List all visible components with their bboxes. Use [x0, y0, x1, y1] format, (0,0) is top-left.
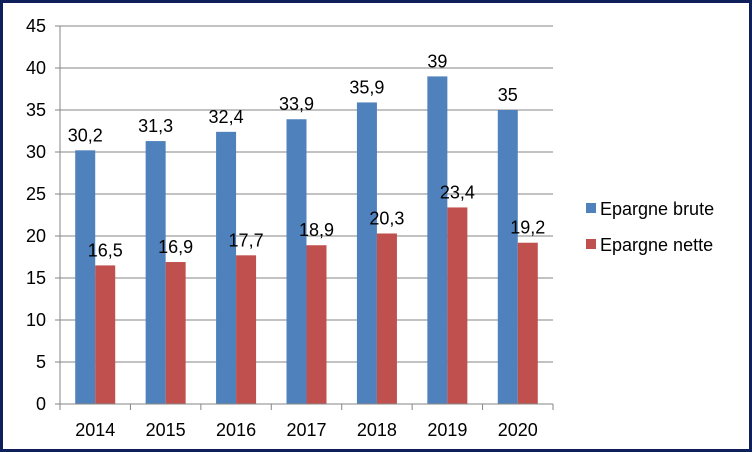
data-label: 33,9	[279, 94, 314, 114]
y-tick-label: 5	[36, 352, 46, 372]
data-label: 35	[498, 85, 518, 105]
bar-epargne-brute	[75, 150, 96, 404]
bar-epargne-nette	[165, 262, 186, 404]
x-tick-label: 2014	[75, 420, 115, 440]
data-label: 19,2	[510, 218, 545, 238]
legend-swatch	[586, 239, 596, 249]
y-tick-label: 25	[26, 184, 46, 204]
x-tick-label: 2017	[286, 420, 326, 440]
bar-epargne-nette	[376, 233, 397, 404]
x-axis: 2014 2015 2016 2017 2018 2019 2020	[59, 403, 554, 440]
bar-epargne-brute	[145, 141, 166, 404]
legend-label: Epargne nette	[600, 235, 713, 255]
data-label: 23,4	[440, 182, 475, 202]
data-label: 35,9	[349, 77, 384, 97]
bar-epargne-nette	[236, 255, 257, 404]
y-tick-label: 45	[26, 16, 46, 36]
y-tick-label: 40	[26, 58, 46, 78]
data-label: 20,3	[369, 208, 404, 228]
bar-epargne-nette	[517, 242, 538, 404]
data-label: 31,3	[138, 116, 173, 136]
bar-epargne-brute	[286, 119, 307, 405]
y-tick-label: 0	[36, 394, 46, 414]
y-tick-label: 10	[26, 310, 46, 330]
y-axis-ticks: 0 5 10 15 20 25 30 35 40 45	[26, 16, 46, 414]
bar-epargne-brute	[497, 110, 518, 404]
data-label: 39	[427, 51, 447, 71]
legend-label: Epargne brute	[600, 199, 714, 219]
data-labels: 30,2 16,5 31,3 16,9 32,4 17,7 33,9 18,9 35,9 20,3…	[68, 51, 546, 260]
bar-epargne-brute	[356, 102, 377, 404]
legend-swatch	[586, 203, 596, 213]
y-tick-label: 15	[26, 268, 46, 288]
data-label: 16,9	[158, 237, 193, 257]
bar-chart: 0 5 10 15 20 25 30 35 40 45 30,2 16,5 31,3 16,9 32,4 1…	[26, 16, 714, 440]
y-tick-label: 30	[26, 142, 46, 162]
y-tick-label: 35	[26, 100, 46, 120]
bar-epargne-nette	[447, 207, 468, 404]
data-label: 30,2	[68, 125, 103, 145]
x-tick-label: 2015	[146, 420, 186, 440]
x-tick-label: 2020	[498, 420, 538, 440]
x-tick-label: 2016	[216, 420, 256, 440]
data-label: 32,4	[209, 107, 244, 127]
bars	[75, 76, 538, 405]
data-label: 17,7	[229, 230, 264, 250]
data-label: 18,9	[299, 220, 334, 240]
legend: Epargne brute Epargne nette	[586, 199, 714, 255]
bar-epargne-nette	[95, 265, 116, 404]
x-tick-label: 2019	[427, 420, 467, 440]
data-label: 16,5	[88, 240, 123, 260]
bar-epargne-brute	[216, 131, 237, 404]
bar-epargne-brute	[427, 76, 448, 405]
bar-epargne-nette	[306, 245, 327, 404]
x-tick-label: 2018	[357, 420, 397, 440]
y-tick-label: 20	[26, 226, 46, 246]
